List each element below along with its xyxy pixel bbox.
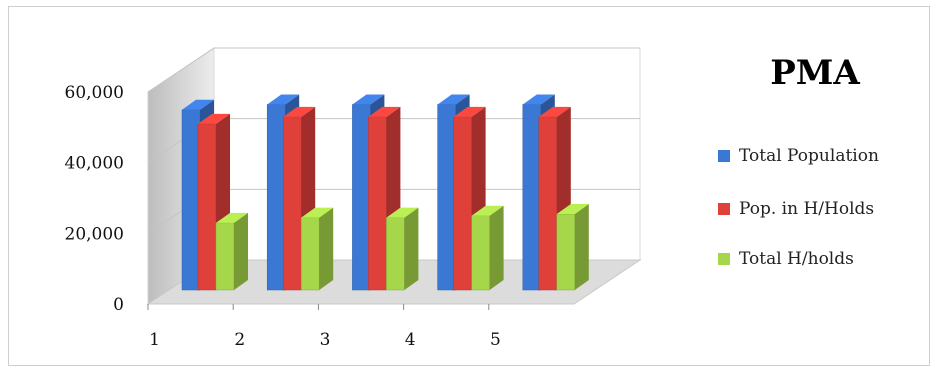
y-axis-ticks: 0 20,000 40,000 60,000 xyxy=(65,83,124,315)
y-tick-label: 40,000 xyxy=(65,154,124,174)
bar xyxy=(556,204,589,291)
legend-swatch-pop-in-hholds xyxy=(718,203,730,215)
x-tick-label: 4 xyxy=(405,330,416,350)
legend-label-total-hholds: Total H/holds xyxy=(739,249,854,269)
legend-swatch-total-population xyxy=(718,150,730,162)
bar xyxy=(471,205,504,291)
bar-series xyxy=(181,94,589,291)
x-tick-label: 3 xyxy=(320,330,331,350)
gridline-left xyxy=(147,47,215,93)
bar xyxy=(386,207,419,291)
legend-swatch-total-hholds xyxy=(718,253,730,265)
chart-title: PMA xyxy=(770,53,860,93)
bar xyxy=(215,212,248,291)
legend-label-total-population: Total Population xyxy=(739,146,879,166)
y-tick-label: 0 xyxy=(113,295,124,315)
x-tick-label: 5 xyxy=(490,330,501,350)
legend: Total Population Pop. in H/Holds Total H… xyxy=(718,146,879,269)
x-tick-label: 1 xyxy=(149,330,160,350)
x-tick-label: 2 xyxy=(234,330,245,350)
bar xyxy=(368,106,401,291)
bar xyxy=(300,207,334,291)
y-tick-label: 60,000 xyxy=(65,83,124,103)
y-tick-label: 20,000 xyxy=(65,224,124,244)
x-axis-ticks: 1 2 3 4 5 xyxy=(147,304,501,350)
legend-label-pop-in-hholds: Pop. in H/Holds xyxy=(739,199,874,219)
